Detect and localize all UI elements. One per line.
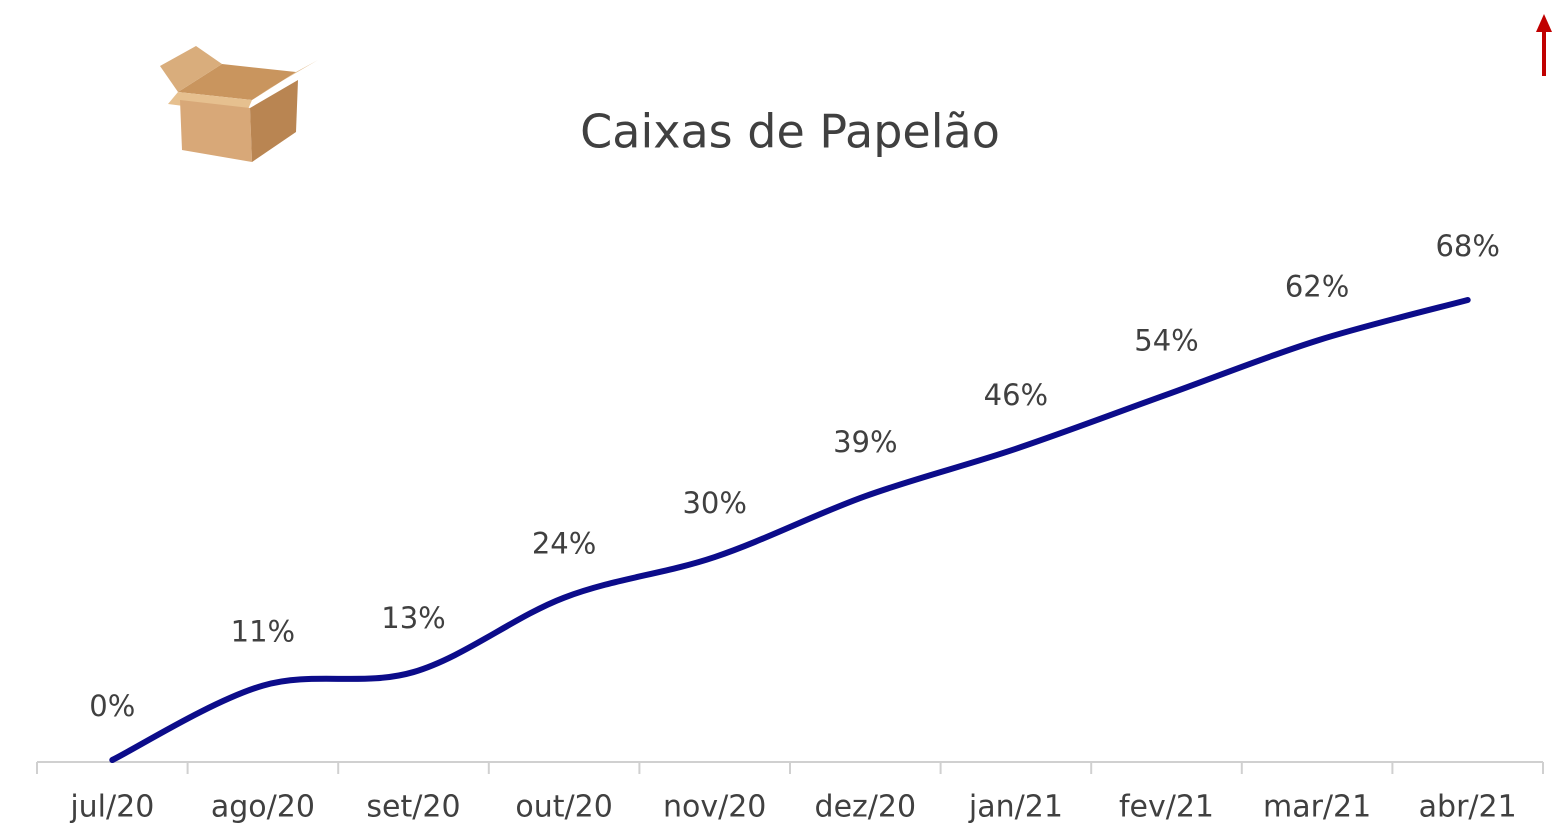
x-tick-label: fev/21 [1119,790,1214,825]
arrow-icon [1536,14,1552,76]
data-label: 68% [1435,229,1499,263]
x-tick-label: dez/20 [815,790,917,825]
data-label: 0% [89,689,135,723]
x-tick-label: abr/21 [1419,790,1517,825]
x-tick-label: jan/21 [968,790,1063,825]
x-tick-label: set/20 [366,790,460,825]
x-tick-label: ago/20 [211,790,315,825]
data-label: 11% [231,615,295,649]
data-label: 39% [833,425,897,459]
data-label: 13% [381,601,445,635]
data-label: 30% [682,486,746,520]
line [109,297,1471,763]
x-tick-label: mar/21 [1263,790,1371,825]
data-label: 24% [532,527,596,561]
box-icon [160,46,318,162]
chart-title: Caixas de Papelão [580,105,1000,159]
data-label: 62% [1285,270,1349,304]
x-tick-label: nov/20 [663,790,766,825]
data-label: 46% [984,378,1048,412]
x-tick-label: jul/20 [69,790,154,825]
x-tick-label: out/20 [515,790,612,825]
data-label: 54% [1134,324,1198,358]
